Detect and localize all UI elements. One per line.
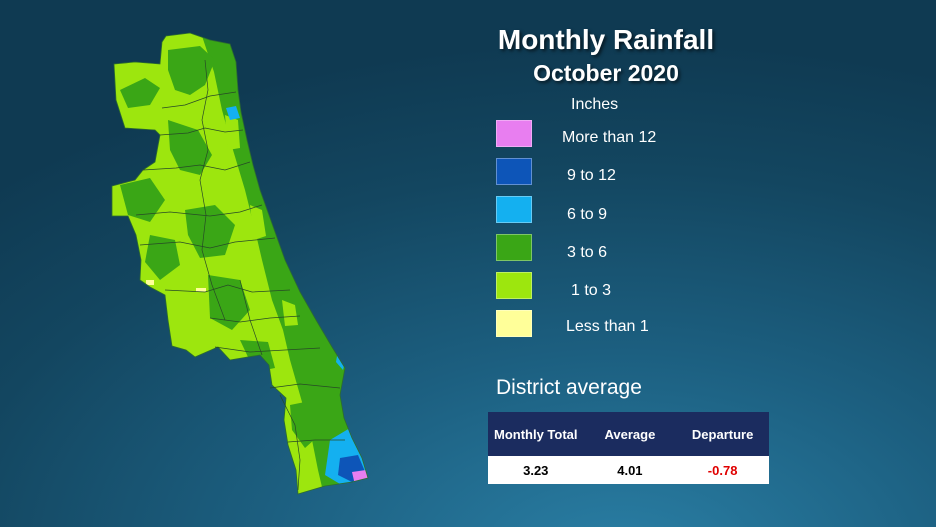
district-average-table: Monthly Total Average Departure 3.23 4.0… bbox=[488, 412, 769, 484]
mid-green-blob-2 bbox=[145, 235, 180, 280]
monthly-total-value: 3.23 bbox=[488, 456, 584, 484]
legend-swatch-1-to-3 bbox=[496, 272, 532, 299]
inland-light-patch-3 bbox=[282, 300, 298, 326]
column-header-departure: Departure bbox=[676, 412, 769, 456]
departure-value: -0.78 bbox=[676, 456, 769, 484]
southeast-pink-zone bbox=[352, 470, 368, 485]
table-header-row: Monthly Total Average Departure bbox=[488, 412, 769, 456]
inland-light-patch bbox=[225, 115, 240, 150]
north-green-blob bbox=[168, 46, 215, 95]
dry-patch bbox=[146, 280, 154, 285]
legend-unit: Inches bbox=[571, 96, 619, 113]
legend-label-1-to-3: 1 to 3 bbox=[571, 282, 612, 299]
legend-swatch-less-than-1 bbox=[496, 310, 532, 337]
district-average-heading: District average bbox=[496, 376, 642, 399]
legend-swatch-9-to-12 bbox=[496, 158, 532, 185]
legend-label-9-to-12: 9 to 12 bbox=[567, 167, 616, 184]
rainfall-zones bbox=[111, 32, 369, 495]
south-green-blob-3 bbox=[290, 400, 325, 448]
legend-label-more-than-12: More than 12 bbox=[562, 129, 657, 146]
average-value: 4.01 bbox=[583, 456, 677, 484]
south-green-blob bbox=[208, 275, 250, 330]
north-green-blob-2 bbox=[120, 78, 160, 108]
legend-swatch-6-to-9 bbox=[496, 196, 532, 223]
column-header-average: Average bbox=[583, 412, 677, 456]
legend-label-less-than-1: Less than 1 bbox=[566, 318, 649, 335]
legend-swatch-3-to-6 bbox=[496, 234, 532, 261]
legend-swatch-more-than-12 bbox=[496, 120, 532, 147]
inland-light-patch-2 bbox=[250, 205, 266, 240]
north-blue-patch bbox=[226, 106, 240, 120]
legend-label-3-to-6: 3 to 6 bbox=[567, 244, 608, 261]
map-title: Monthly Rainfall bbox=[497, 24, 715, 55]
west-green-blob bbox=[120, 178, 165, 222]
column-header-monthly-total: Monthly Total bbox=[488, 412, 584, 456]
rainfall-map bbox=[111, 32, 369, 495]
dry-patch-2 bbox=[196, 288, 206, 292]
county-boundaries bbox=[135, 59, 345, 491]
legend-label-6-to-9: 6 to 9 bbox=[567, 206, 608, 223]
map-subtitle: October 2020 bbox=[533, 60, 679, 86]
table-row: 3.23 4.01 -0.78 bbox=[488, 456, 769, 484]
